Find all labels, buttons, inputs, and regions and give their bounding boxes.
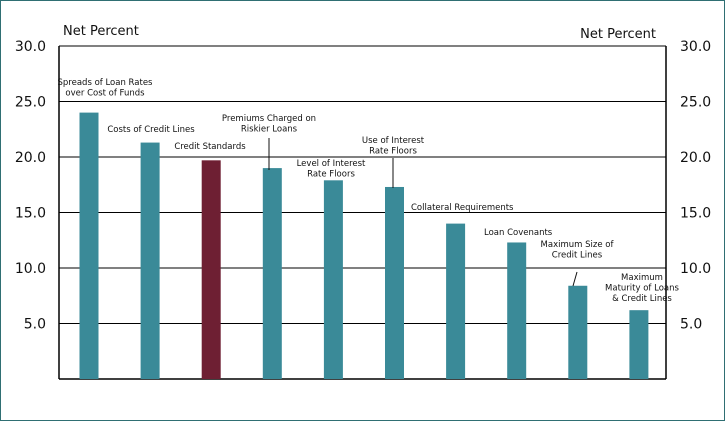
bar — [446, 223, 466, 379]
y-axis-label-right: Net Percent — [580, 27, 656, 42]
y-tick-label-left: 10.0 — [15, 261, 46, 277]
bar-label: Premiums Charged on Riskier Loans — [222, 114, 316, 135]
bar — [629, 310, 649, 379]
bar — [323, 180, 343, 379]
bar-label: Maximum Size of Credit Lines — [541, 240, 615, 261]
bar — [507, 242, 527, 379]
bar-label: Loan Covenants — [484, 228, 553, 238]
y-tick-label-right: 10.0 — [680, 261, 711, 277]
y-tick-label-left: 20.0 — [15, 150, 46, 166]
y-tick-label-right: 15.0 — [680, 206, 711, 222]
gridlines — [58, 45, 667, 380]
y-axis-label-left: Net Percent — [63, 24, 139, 39]
bar — [140, 142, 160, 379]
bar-label: Spreads of Loan Rates over Cost of Funds — [58, 78, 154, 99]
y-tick-label-left: 5.0 — [24, 317, 46, 333]
y-tick-label-right: 30.0 — [680, 39, 711, 55]
bar — [262, 168, 282, 379]
bar-label: Credit Standards — [174, 142, 246, 152]
y-tick-label-right: 20.0 — [680, 150, 711, 166]
bar — [79, 112, 99, 379]
y-tick-label-left: 25.0 — [15, 95, 46, 111]
bar-label: Costs of Credit Lines — [107, 125, 195, 135]
y-tick-label-left: 15.0 — [15, 206, 46, 222]
y-tick-label-right: 5.0 — [680, 317, 702, 333]
bar — [568, 285, 588, 379]
bar-label: Use of Interest Rate Floors — [362, 136, 425, 157]
bar-label: Collateral Requirements — [411, 203, 514, 213]
bar-label: Maximum Maturity of Loans & Credit Lines — [605, 273, 679, 304]
y-tick-label-left: 30.0 — [15, 39, 46, 55]
bar-label: Level of Interest Rate Floors — [297, 159, 366, 180]
y-tick-label-right: 25.0 — [680, 95, 711, 111]
bar — [385, 186, 404, 379]
bar — [201, 160, 221, 379]
bars — [79, 112, 649, 379]
y-ticks: 5.0 5.0 10.0 10.0 15.0 15.0 20.0 20.0 25.0 25.0 30… — [15, 39, 711, 333]
label-leader-line — [572, 271, 578, 287]
bar-labels: Spreads of Loan Rates over Cost of Funds C… — [58, 78, 680, 304]
